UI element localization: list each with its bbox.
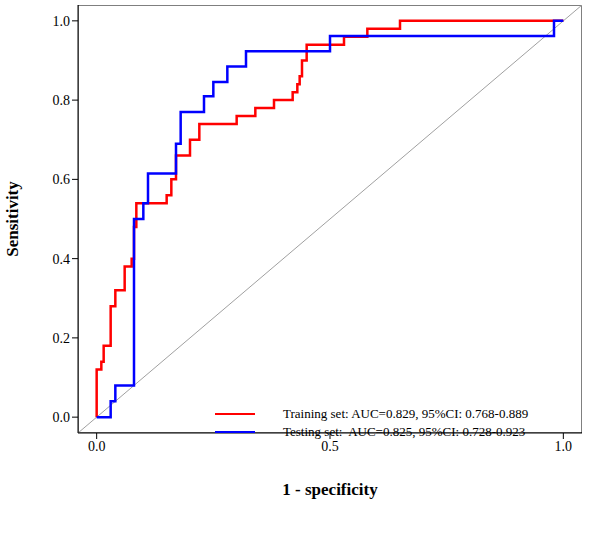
svg-text:0.6: 0.6 bbox=[53, 172, 71, 187]
svg-text:1.0: 1.0 bbox=[53, 14, 71, 29]
svg-text:0.0: 0.0 bbox=[88, 439, 106, 454]
svg-text:0.2: 0.2 bbox=[53, 331, 71, 346]
html-text:Training set: AUC=0.829, 95%CI: Training set: AUC=0.829, 95%CI: 0.768-0.… bbox=[283, 406, 529, 421]
svg-text:1 - specificity: 1 - specificity bbox=[282, 480, 378, 499]
svg-text:0.4: 0.4 bbox=[53, 252, 71, 267]
svg-text:1.0: 1.0 bbox=[555, 439, 573, 454]
svg-text:0.5: 0.5 bbox=[321, 439, 339, 454]
svg-text:0.0: 0.0 bbox=[53, 410, 71, 425]
svg-text:0.8: 0.8 bbox=[53, 93, 71, 108]
svg-text:Sensitivity: Sensitivity bbox=[8, 181, 22, 257]
html-text:Testing set: AUC=0.825, 95%CI:: Testing set: AUC=0.825, 95%CI: 0.728-0.9… bbox=[283, 424, 526, 439]
